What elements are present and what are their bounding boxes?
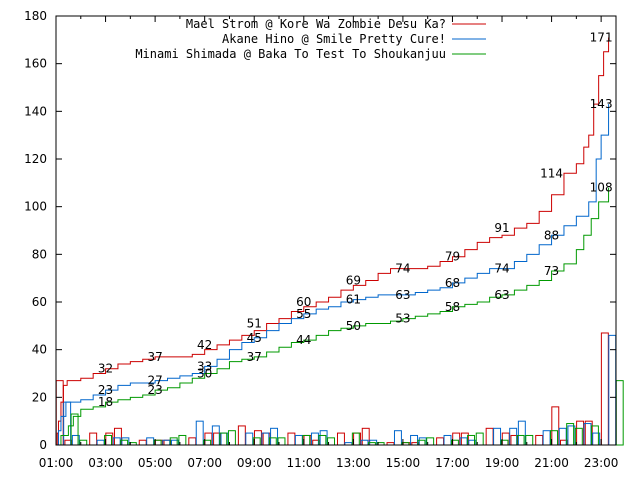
hourly-bar-1-0 — [63, 401, 72, 446]
legend-label: Mael Strom @ Kore Wa Zombie Desu Ka? — [186, 17, 446, 31]
point-label-0: 91 — [494, 221, 509, 235]
series-line-1 — [56, 104, 610, 446]
point-label-2: 18 — [98, 395, 113, 409]
point-label-0: 114 — [540, 166, 563, 180]
hourly-bar-minor — [146, 437, 155, 446]
hourly-bar-minor — [89, 432, 98, 446]
hourly-bar-minor — [195, 420, 204, 446]
x-tick-label: 23:00 — [584, 456, 619, 470]
hourly-bars — [55, 332, 624, 446]
point-label-2: 108 — [590, 181, 613, 195]
y-tick-label: 40 — [32, 343, 47, 357]
hourly-bar-minor — [188, 437, 197, 446]
point-label-1: 68 — [445, 276, 460, 290]
point-label-2: 37 — [247, 350, 262, 364]
point-label-0: 79 — [445, 250, 460, 264]
hourly-bar-minor — [336, 432, 345, 446]
point-label-1: 63 — [395, 288, 410, 302]
point-label-1: 74 — [494, 262, 509, 276]
series-line-0 — [56, 37, 610, 446]
y-tick-label: 80 — [32, 247, 47, 261]
hourly-bar-minor — [138, 439, 147, 446]
point-label-0: 74 — [395, 262, 410, 276]
point-label-1: 23 — [98, 383, 113, 397]
y-tick-label: 60 — [32, 295, 47, 309]
point-label-1: 55 — [296, 307, 311, 321]
point-label-1: 27 — [147, 374, 162, 388]
point-label-2: 44 — [296, 333, 311, 347]
legend: Mael Strom @ Kore Wa Zombie Desu Ka?Akan… — [135, 17, 486, 61]
x-tick-label: 21:00 — [534, 456, 569, 470]
series-line-2 — [56, 187, 610, 446]
y-tick-label: 140 — [24, 104, 47, 118]
point-label-0: 37 — [147, 350, 162, 364]
hourly-bar-1-12 — [608, 334, 617, 446]
x-tick-label: 11:00 — [286, 456, 321, 470]
hourly-bar-minor — [443, 434, 452, 446]
point-label-2: 73 — [544, 264, 559, 278]
y-tick-label: 120 — [24, 152, 47, 166]
point-label-2: 58 — [445, 300, 460, 314]
hourly-bar-minor — [237, 425, 246, 446]
hourly-bar-minor — [485, 427, 494, 446]
point-label-0: 42 — [197, 338, 212, 352]
point-label-0: 60 — [296, 295, 311, 309]
hourly-bar-minor — [535, 434, 544, 446]
point-label-0: 171 — [590, 30, 613, 44]
point-label-2: 63 — [494, 288, 509, 302]
hourly-bar-2-12 — [615, 380, 624, 446]
y-tick-label: 20 — [32, 390, 47, 404]
cumulative-lines — [56, 37, 610, 446]
legend-label: Minami Shimada @ Baka To Test To Shoukan… — [135, 47, 446, 61]
y-tick-label: 160 — [24, 57, 47, 71]
x-tick-label: 09:00 — [237, 456, 272, 470]
axes: 0 20 40 60 80 100 120 140 160 180 01:00 03:00 05:00 0… — [24, 9, 618, 470]
x-tick-label: 05:00 — [138, 456, 173, 470]
y-tick-label: 0 — [39, 438, 47, 452]
hourly-bar-minor — [245, 432, 254, 446]
point-label-2: 23 — [147, 383, 162, 397]
point-label-1: 33 — [197, 359, 212, 373]
point-label-1: 61 — [346, 293, 361, 307]
y-tick-label: 180 — [24, 9, 47, 23]
point-label-0: 69 — [346, 274, 361, 288]
x-tick-label: 03:00 — [88, 456, 123, 470]
x-tick-label: 13:00 — [336, 456, 371, 470]
point-label-1: 88 — [544, 228, 559, 242]
hourly-bar-minor — [96, 439, 105, 446]
hourly-bar-minor — [393, 430, 402, 446]
point-label-0: 51 — [247, 316, 262, 330]
hourly-bar-minor — [287, 432, 296, 446]
point-label-2: 50 — [346, 319, 361, 333]
point-label-0: 32 — [98, 362, 113, 376]
hourly-bar-minor — [294, 434, 303, 446]
plot-frame — [55, 15, 617, 446]
x-tick-label: 07:00 — [187, 456, 222, 470]
point-label-1: 143 — [590, 97, 613, 111]
point-label-2: 30 — [197, 367, 212, 381]
x-tick-label: 17:00 — [435, 456, 470, 470]
point-label-1: 45 — [247, 331, 262, 345]
hourly-bar-minor — [436, 437, 445, 446]
x-tick-label: 01:00 — [39, 456, 74, 470]
x-tick-label: 15:00 — [386, 456, 421, 470]
y-tick-label: 100 — [24, 200, 47, 214]
hourly-bar-minor — [542, 430, 551, 446]
point-label-2: 53 — [395, 312, 410, 326]
hourly-bar-0-12 — [600, 332, 609, 446]
legend-label: Akane Hino @ Smile Pretty Cure! — [222, 32, 446, 46]
x-tick-label: 19:00 — [485, 456, 520, 470]
hourly-bar-minor — [493, 427, 502, 446]
